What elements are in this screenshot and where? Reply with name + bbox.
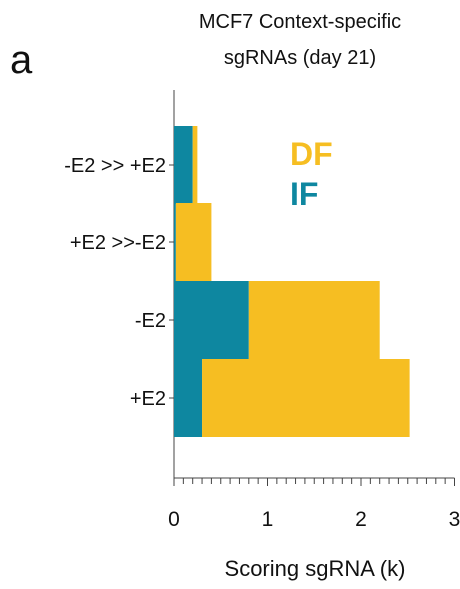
x-tick-label-1: 1 <box>262 508 274 531</box>
chart-title-line-1: MCF7 Context-specific <box>198 11 402 33</box>
panel-label: a <box>10 38 33 82</box>
bar-if-3 <box>174 359 203 437</box>
legend-entry-df: DF <box>290 136 333 172</box>
bar-df-1 <box>175 203 212 281</box>
y-tick-label-3: +E2 <box>130 388 166 410</box>
x-axis-label: Scoring sgRNA (k) <box>224 556 406 581</box>
bar-df-3 <box>202 359 410 437</box>
chart-title-line-2: sgRNAs (day 21) <box>223 47 377 69</box>
bar-df-0 <box>192 126 198 204</box>
y-tick-label-2: -E2 <box>135 310 166 332</box>
y-tick-label-1: +E2 >>-E2 <box>70 232 166 254</box>
x-tick-label-0: 0 <box>168 508 180 531</box>
x-tick-label-2: 2 <box>355 508 367 531</box>
bar-if-2 <box>174 281 249 359</box>
bar-if-1 <box>174 203 176 281</box>
bar-df-2 <box>248 281 380 359</box>
bar-if-0 <box>174 126 193 204</box>
x-tick-label-3: 3 <box>449 508 460 531</box>
legend-entry-if: IF <box>290 176 319 212</box>
y-tick-label-0: -E2 >> +E2 <box>64 155 166 177</box>
